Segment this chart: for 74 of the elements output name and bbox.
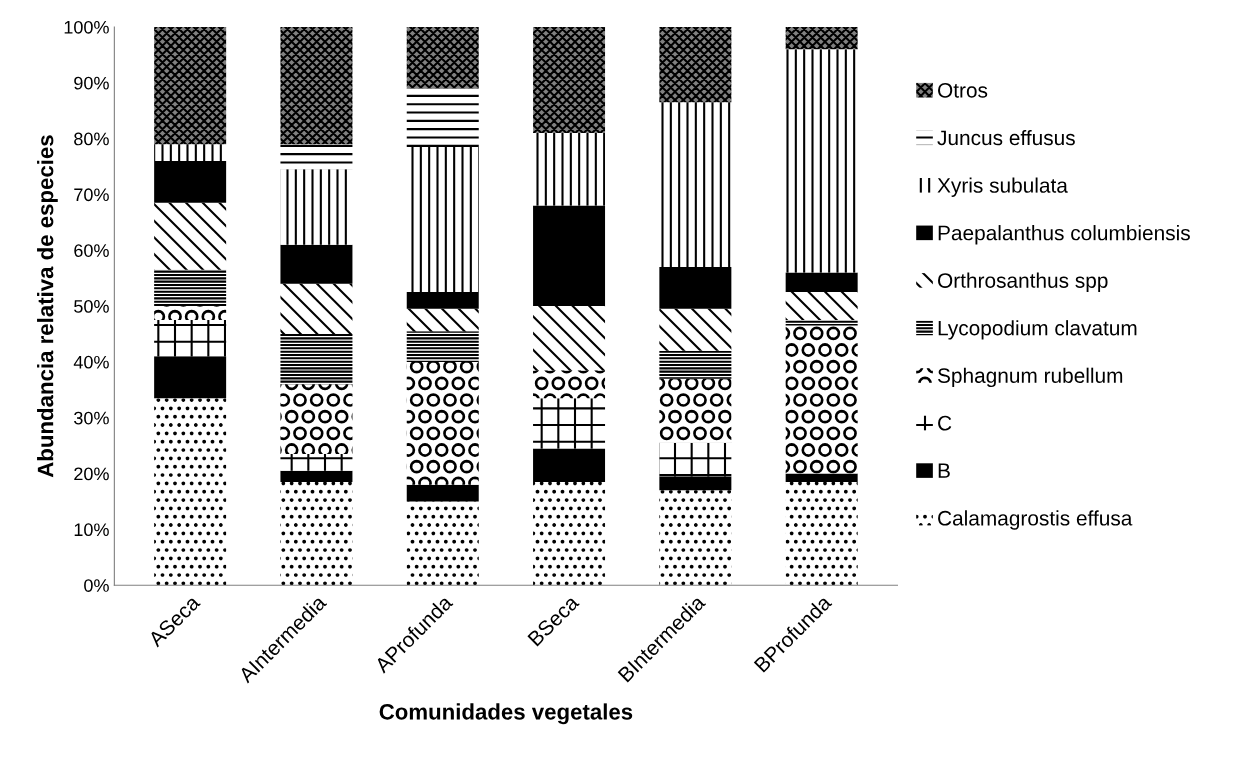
bar xyxy=(154,320,227,357)
bar xyxy=(406,361,479,485)
legend-label: C xyxy=(938,415,952,431)
bar xyxy=(406,308,479,332)
y-tick-label: 40% xyxy=(73,355,109,369)
bar xyxy=(154,306,227,321)
bar xyxy=(280,283,353,334)
bar xyxy=(406,501,479,586)
bar xyxy=(154,398,227,586)
bar xyxy=(280,169,353,245)
legend-label: Otros xyxy=(938,82,988,98)
bar xyxy=(280,481,353,586)
legend-label: Juncus effusus xyxy=(937,129,1075,146)
bar xyxy=(406,292,479,309)
bar xyxy=(785,272,858,293)
bar xyxy=(533,26,606,134)
bar xyxy=(785,49,858,273)
y-axis-title: Abundancia relativa de especies xyxy=(37,135,58,478)
bar xyxy=(785,473,858,482)
bar xyxy=(533,133,606,206)
bar xyxy=(406,484,479,502)
bar xyxy=(533,481,606,586)
y-tick-label: 50% xyxy=(74,300,109,313)
bar xyxy=(659,490,732,586)
bar xyxy=(533,370,606,399)
y-tick-label: 100% xyxy=(64,20,109,34)
bar xyxy=(533,306,606,371)
bar xyxy=(280,26,353,145)
bar xyxy=(659,442,732,477)
bar xyxy=(154,160,227,203)
legend-label: Lycopodium clavatum xyxy=(938,320,1137,340)
y-tick-label: 10% xyxy=(74,523,109,537)
legend-label: Xyris subulata xyxy=(937,177,1068,197)
bar xyxy=(280,244,353,284)
bar xyxy=(785,26,858,50)
bar xyxy=(280,470,353,482)
bar xyxy=(280,384,353,455)
y-tick-label: 60% xyxy=(74,244,109,257)
bar xyxy=(659,267,732,309)
bar xyxy=(280,454,353,471)
legend-label: Calamagrostis effusa xyxy=(938,510,1133,530)
bar xyxy=(533,205,606,307)
bar xyxy=(280,144,353,170)
bar xyxy=(406,26,479,89)
legend-label: Paepalanthus columbiensis xyxy=(938,225,1190,245)
bar xyxy=(659,26,732,103)
bar xyxy=(280,333,353,385)
bar xyxy=(154,202,227,270)
y-tick-label: 90% xyxy=(74,76,109,90)
y-tick-label: 80% xyxy=(74,132,109,146)
bar xyxy=(406,331,479,362)
legend-label: Sphagnum rubellum xyxy=(937,367,1123,388)
bar xyxy=(785,481,858,586)
y-tick-label: 30% xyxy=(74,411,109,425)
bar xyxy=(659,476,732,491)
bar xyxy=(154,26,227,145)
bar xyxy=(659,378,732,443)
bar xyxy=(533,398,606,449)
y-tick-label: 70% xyxy=(74,188,109,202)
bar xyxy=(785,292,858,321)
bar xyxy=(659,350,732,379)
bar xyxy=(154,356,227,399)
y-tick-label: 0% xyxy=(84,579,109,592)
bar xyxy=(659,102,732,267)
bar xyxy=(406,88,479,147)
bar xyxy=(785,320,858,326)
bar xyxy=(659,308,732,351)
bar xyxy=(154,269,227,307)
bar xyxy=(785,325,858,474)
bar xyxy=(533,448,606,482)
y-tick-label: 20% xyxy=(74,467,109,481)
legend-label: Orthrosanthus spp xyxy=(938,272,1108,293)
legend-label: B xyxy=(938,463,950,478)
x-axis-title: Comunidades vegetales xyxy=(379,703,633,725)
